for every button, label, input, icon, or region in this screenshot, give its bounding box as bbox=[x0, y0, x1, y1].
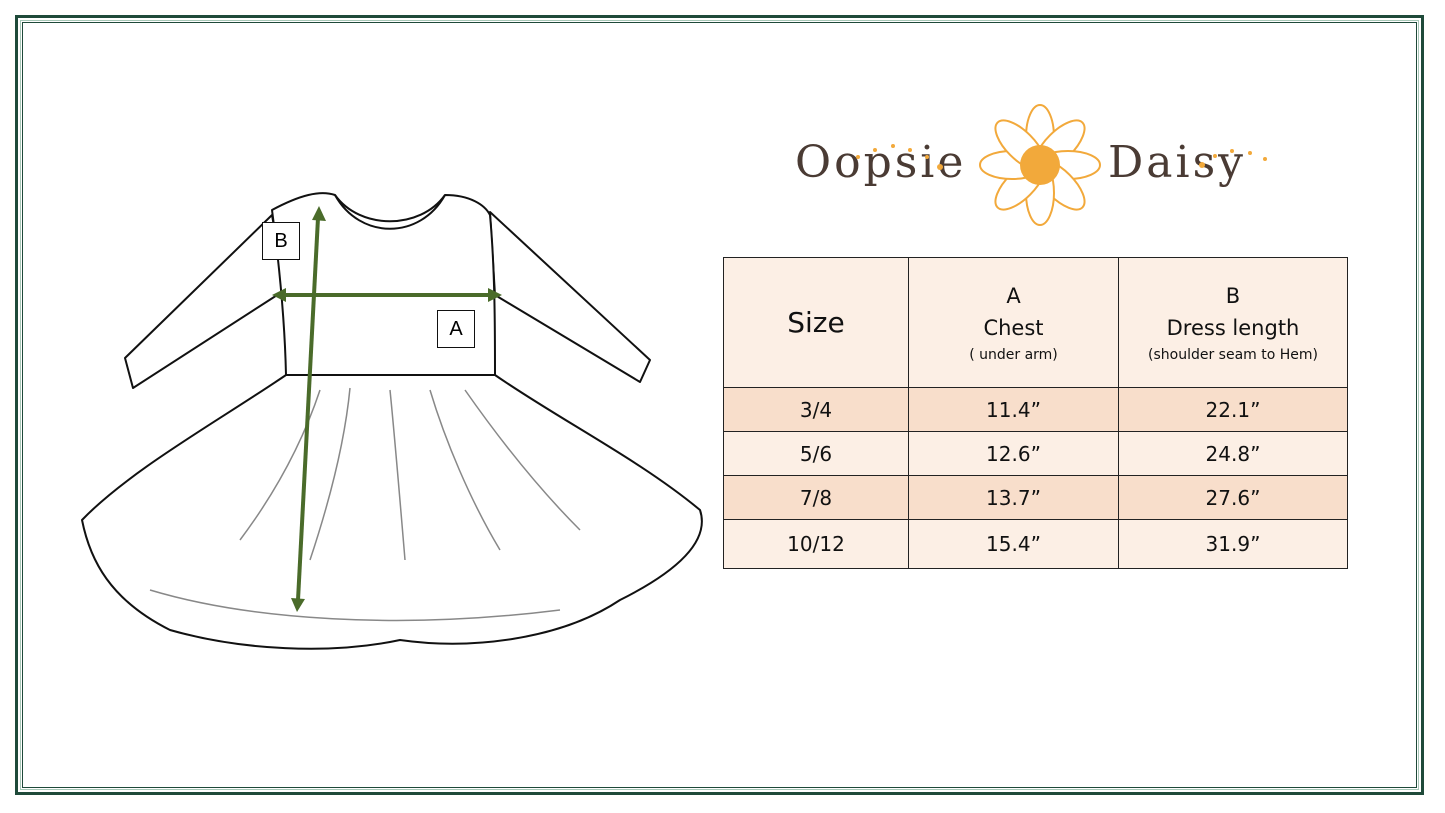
dress-illustration bbox=[81, 192, 703, 650]
brand-logo: Oopsie Daisy bbox=[790, 95, 1280, 235]
header-size: Size bbox=[723, 257, 909, 388]
table-row: 5/6 12.6” 24.8” bbox=[723, 431, 1348, 476]
table-row: 7/8 13.7” 27.6” bbox=[723, 475, 1348, 520]
table-row: 3/4 11.4” 22.1” bbox=[723, 387, 1348, 432]
logo-text-right: Daisy bbox=[1108, 137, 1247, 188]
table-header-row: Size A Chest( under arm) B Dress length (sh… bbox=[723, 257, 1348, 388]
logo-text-left: Oopsie bbox=[795, 137, 967, 188]
table-cell: 24.8” bbox=[1118, 431, 1348, 476]
header-chest: A Chest( under arm) bbox=[908, 257, 1119, 388]
dots-decoration-icon bbox=[856, 144, 1267, 170]
table-cell: 5/6 bbox=[723, 431, 909, 476]
table-cell: 22.1” bbox=[1118, 387, 1348, 432]
daisy-icon bbox=[979, 104, 1101, 226]
table-cell: 10/12 bbox=[723, 519, 909, 569]
label-b-box: B bbox=[262, 222, 300, 260]
table-cell: 31.9” bbox=[1118, 519, 1348, 569]
page-border bbox=[15, 15, 1424, 795]
table-cell: 3/4 bbox=[723, 387, 909, 432]
label-a-box: A bbox=[437, 310, 475, 348]
table-cell: 11.4” bbox=[908, 387, 1119, 432]
table-cell: 7/8 bbox=[723, 475, 909, 520]
size-chart-table: Size A Chest( under arm) B Dress length (sh… bbox=[723, 257, 1348, 569]
table-cell: 13.7” bbox=[908, 475, 1119, 520]
table-row: 10/12 15.4” 31.9” bbox=[723, 519, 1348, 569]
table-cell: 27.6” bbox=[1118, 475, 1348, 520]
header-dress-length: B Dress length (shoulder seam to Hem) bbox=[1118, 257, 1348, 388]
table-cell: 15.4” bbox=[908, 519, 1119, 569]
table-cell: 12.6” bbox=[908, 431, 1119, 476]
